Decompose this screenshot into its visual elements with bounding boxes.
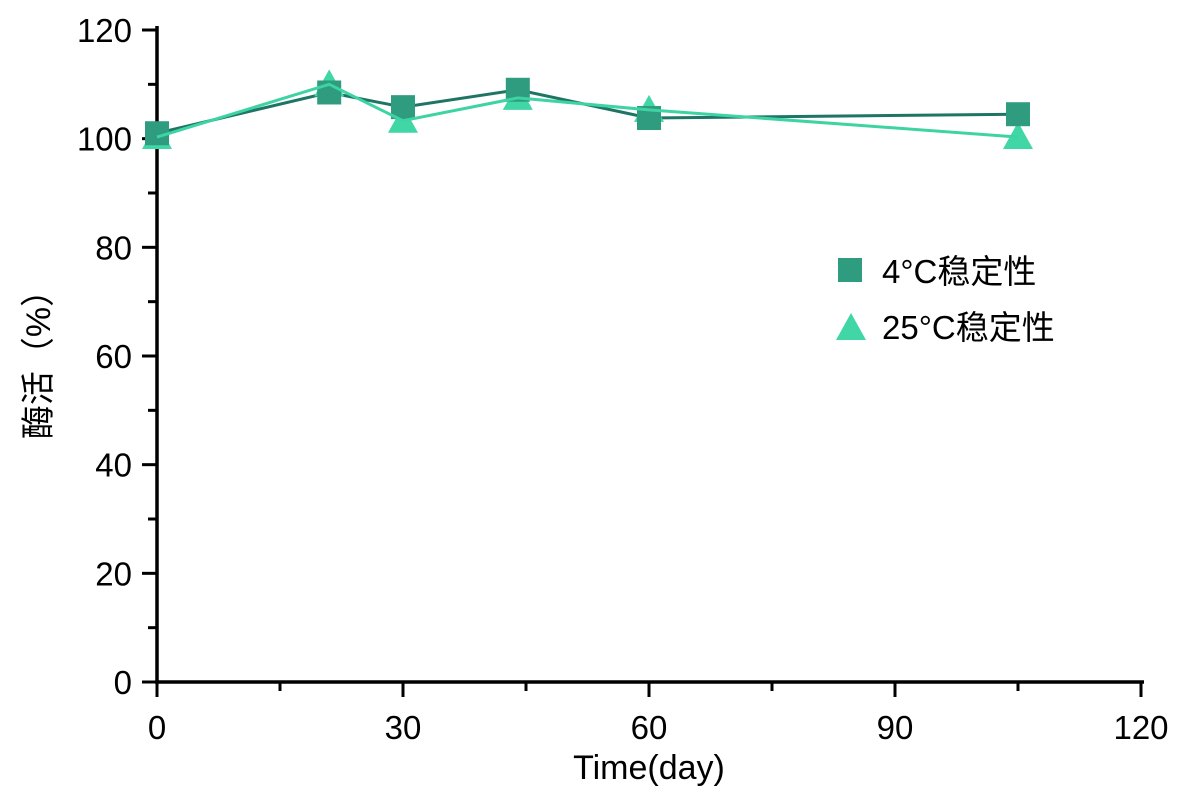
x-tick-label: 0	[148, 709, 166, 746]
legend-label-25c: 25°C稳定性	[882, 309, 1055, 346]
x-tick-label: 60	[631, 709, 668, 746]
x-axis-title: Time(day)	[573, 749, 725, 787]
series-4c-data-point	[1006, 102, 1030, 127]
y-tick-label: 100	[77, 121, 132, 158]
legend-swatch-4c	[838, 258, 862, 282]
y-axis-title: 酶活（%）	[20, 273, 58, 439]
x-tick-label: 90	[877, 709, 914, 746]
series-25c-line	[156, 82, 1019, 139]
legend-label-4c: 4°C稳定性	[882, 253, 1036, 290]
y-tick-label: 80	[95, 229, 132, 266]
y-tick-label: 60	[95, 338, 132, 375]
x-tick-label: 120	[1113, 709, 1168, 746]
series-4c-data-point	[637, 106, 661, 131]
y-tick-label: 40	[95, 447, 132, 484]
y-tick-label: 20	[95, 555, 132, 592]
y-tick-label: 0	[114, 664, 132, 701]
x-tick-label: 30	[385, 709, 422, 746]
y-tick-label: 120	[77, 12, 132, 49]
series-4c-line	[156, 88, 1019, 135]
legend-swatch-25c	[836, 313, 866, 340]
